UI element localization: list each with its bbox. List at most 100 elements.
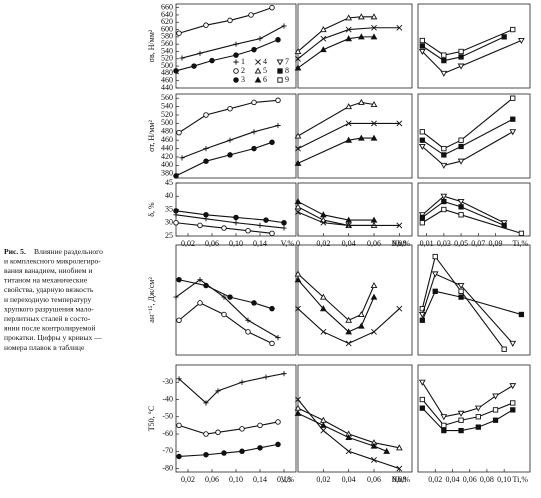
point	[227, 17, 233, 24]
point	[176, 276, 182, 283]
point	[209, 57, 215, 64]
point	[458, 212, 464, 218]
line	[178, 99, 279, 134]
point	[319, 293, 327, 300]
point	[203, 216, 209, 222]
x-tick-label: 0,06	[367, 239, 381, 248]
x-axis-label: Nb,%	[392, 239, 411, 248]
line	[297, 279, 375, 333]
point	[233, 214, 239, 221]
point	[440, 162, 448, 169]
x-axis-label: Ti,%	[513, 239, 529, 248]
y-axis-label: aн⁻¹⁵, Дж/см²	[147, 277, 156, 323]
panel-frame	[417, 182, 531, 237]
line	[297, 201, 374, 221]
line	[178, 373, 285, 404]
point	[294, 276, 302, 283]
y-axis-label: σв, Н/мм²	[147, 29, 156, 62]
point	[173, 68, 179, 74]
point	[345, 222, 352, 229]
line	[421, 290, 522, 321]
y-tick-label: -70	[162, 446, 173, 455]
point	[295, 396, 301, 403]
point	[441, 422, 447, 429]
point	[370, 293, 378, 300]
point	[501, 222, 507, 229]
x-tick-label: 0,02	[181, 239, 195, 248]
point	[492, 417, 499, 423]
point	[357, 13, 365, 20]
point	[418, 311, 426, 319]
y-tick-label: 420	[161, 152, 173, 161]
point	[281, 371, 287, 377]
y-axis-label: T50, °C	[147, 406, 156, 431]
point	[197, 222, 203, 229]
point	[432, 253, 438, 260]
x-tick-label: 0,14	[253, 475, 267, 484]
point	[396, 120, 403, 127]
point	[431, 271, 439, 278]
point	[370, 13, 378, 20]
x-tick-label: 0,03	[437, 239, 451, 248]
caption-line: номера плавок в таблице	[4, 343, 85, 352]
line	[421, 97, 514, 150]
point	[227, 105, 233, 112]
x-tick-label: 0,04	[342, 475, 356, 484]
y-tick-label: 620	[161, 17, 173, 26]
point	[269, 340, 275, 347]
point	[281, 225, 287, 231]
point	[345, 35, 353, 42]
y-tick-label: 560	[161, 93, 173, 102]
point	[294, 270, 302, 277]
panel-frame	[297, 244, 413, 356]
point	[370, 33, 378, 40]
x-tick-label: 0,08	[480, 475, 494, 484]
point	[396, 465, 403, 472]
y-tick-label: 660	[161, 2, 173, 11]
point	[441, 206, 447, 213]
y-tick-label: 540	[161, 46, 173, 55]
caption-line: титаном на механические	[4, 276, 88, 285]
point	[294, 203, 302, 210]
point	[370, 281, 378, 289]
point	[441, 57, 447, 64]
panel-frame	[417, 3, 531, 89]
point	[509, 129, 517, 136]
point	[370, 100, 378, 108]
x-tick-label: 0,02	[316, 475, 330, 484]
point	[370, 134, 378, 141]
point	[173, 173, 179, 179]
legend-label: 8	[285, 66, 289, 75]
x-tick-label: 0,06	[205, 475, 219, 484]
legend-marker	[276, 59, 284, 66]
line	[297, 122, 400, 150]
point	[357, 134, 365, 141]
legend-marker	[233, 68, 239, 74]
line	[421, 407, 514, 432]
point	[179, 55, 185, 61]
y-tick-label: 480	[161, 68, 173, 77]
x-tick-label: 0,06	[367, 475, 381, 484]
point	[319, 211, 327, 218]
y-tick-label: 25	[165, 231, 173, 240]
point	[474, 405, 482, 412]
x-tick-label: 0,07	[471, 239, 485, 248]
y-tick-label: 520	[161, 110, 173, 119]
x-tick-label: 0,05	[454, 239, 468, 248]
point	[251, 46, 257, 53]
line	[178, 279, 273, 310]
point	[345, 120, 352, 127]
x-tick-label: 0,02	[181, 475, 195, 484]
y-tick-label: 460	[161, 135, 173, 144]
legend-marker	[254, 76, 262, 83]
point	[320, 35, 327, 42]
point	[176, 376, 182, 382]
y-tick-label: 520	[161, 54, 173, 63]
legend-label: 2	[241, 66, 245, 75]
line	[421, 131, 514, 167]
point	[176, 317, 182, 324]
panel-frame	[297, 182, 413, 237]
point	[176, 129, 182, 136]
legend-label: 4	[263, 57, 267, 66]
point	[458, 143, 464, 150]
